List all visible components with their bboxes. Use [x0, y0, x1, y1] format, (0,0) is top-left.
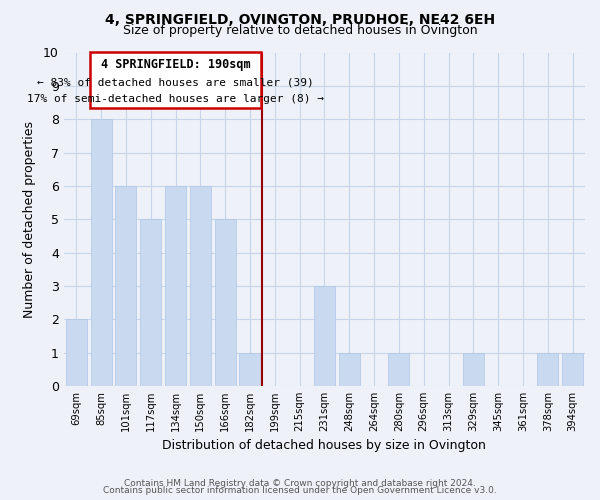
Text: Contains public sector information licensed under the Open Government Licence v3: Contains public sector information licen… — [103, 486, 497, 495]
Bar — [314, 286, 335, 386]
Bar — [91, 119, 112, 386]
X-axis label: Distribution of detached houses by size in Ovington: Distribution of detached houses by size … — [163, 440, 487, 452]
Text: 4 SPRINGFIELD: 190sqm: 4 SPRINGFIELD: 190sqm — [101, 58, 250, 70]
Bar — [537, 352, 559, 386]
Text: 4, SPRINGFIELD, OVINGTON, PRUDHOE, NE42 6EH: 4, SPRINGFIELD, OVINGTON, PRUDHOE, NE42 … — [105, 12, 495, 26]
Bar — [239, 352, 260, 386]
Bar — [190, 186, 211, 386]
Bar — [388, 352, 409, 386]
Bar — [115, 186, 136, 386]
Text: 17% of semi-detached houses are larger (8) →: 17% of semi-detached houses are larger (… — [27, 94, 324, 104]
Text: ← 83% of detached houses are smaller (39): ← 83% of detached houses are smaller (39… — [37, 78, 314, 88]
Bar — [215, 219, 236, 386]
Bar — [338, 352, 360, 386]
Text: Size of property relative to detached houses in Ovington: Size of property relative to detached ho… — [122, 24, 478, 37]
Bar — [66, 319, 87, 386]
Bar — [463, 352, 484, 386]
Bar — [165, 186, 186, 386]
FancyBboxPatch shape — [90, 52, 261, 108]
Bar — [562, 352, 583, 386]
Text: Contains HM Land Registry data © Crown copyright and database right 2024.: Contains HM Land Registry data © Crown c… — [124, 478, 476, 488]
Bar — [140, 219, 161, 386]
Y-axis label: Number of detached properties: Number of detached properties — [23, 120, 36, 318]
